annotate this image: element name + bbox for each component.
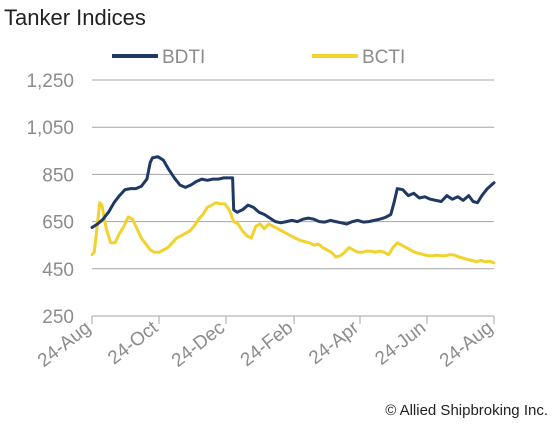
x-tick-label: 24-Jun [371,317,430,369]
x-tick-label: 24-Aug [436,317,497,371]
legend-label-bdti: BDTI [162,47,205,68]
x-axis-ticks: 24-Aug 24-Oct 24-Dec 24-Feb 24-Apr 24-Jun 24-A… [34,317,497,372]
x-tick-label: 24-Feb [237,317,297,371]
x-tick-label: 24-Dec [168,317,229,371]
legend-label-bcti: BCTI [362,47,405,68]
y-tick-label: 650 [42,213,74,234]
y-axis-ticks: 250 450 650 850 1,050 1,250 [26,71,74,328]
credit-text: © Allied Shipbroking Inc. [385,402,548,419]
gridlines [91,79,495,324]
y-tick-label: 1,050 [26,118,74,139]
line-chart: Tanker Indices 250 450 650 850 1,050 1,250 24… [4,5,497,372]
footer [0,400,556,432]
y-tick-label: 250 [42,307,74,328]
y-tick-label: 1,250 [26,71,74,92]
legend: BDTI BCTI [112,47,405,68]
series-lines [90,155,496,265]
x-tick-label: 24-Oct [104,317,162,369]
y-tick-label: 850 [42,165,74,186]
chart-title: Tanker Indices [4,5,146,30]
y-tick-label: 450 [42,260,74,281]
x-tick-label: 24-Apr [305,317,363,369]
series-line-bdti [90,155,496,229]
series-line-bcti [90,201,496,265]
